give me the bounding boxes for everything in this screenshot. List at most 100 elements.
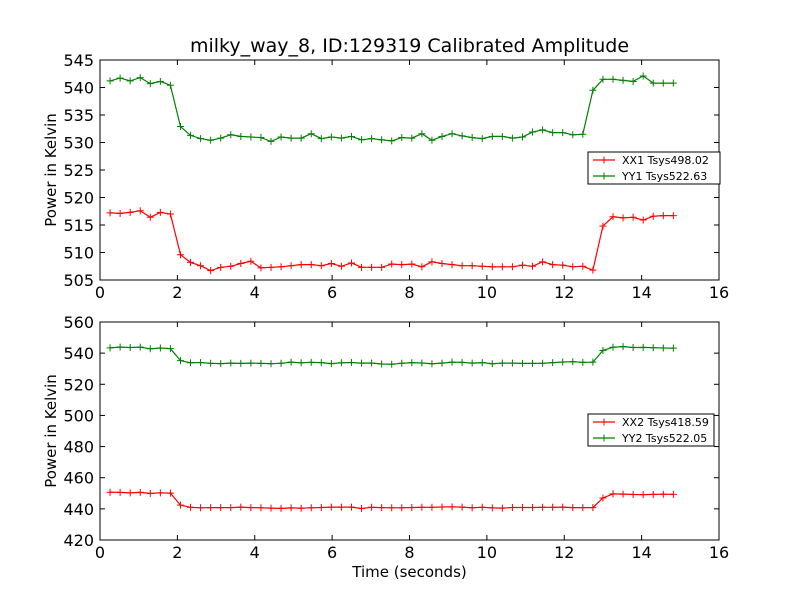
y-tick-label: 420	[63, 531, 94, 550]
x-tick-label: 6	[327, 543, 337, 562]
data-point	[609, 490, 617, 498]
data-point	[599, 222, 607, 230]
data-point	[529, 503, 537, 511]
data-point	[448, 358, 456, 366]
data-point	[307, 504, 315, 512]
legend-label: YY1 Tsys522.63	[621, 170, 707, 183]
x-tick-label: 14	[631, 283, 651, 302]
data-point	[287, 358, 295, 366]
data-point	[518, 133, 526, 141]
data-point	[237, 503, 245, 511]
data-point	[277, 133, 285, 141]
data-point	[659, 212, 667, 220]
legend: XX1 Tsys498.02 YY1 Tsys522.63	[587, 151, 721, 185]
data-point	[267, 263, 275, 271]
data-point	[408, 503, 416, 511]
data-point	[529, 262, 537, 270]
data-point	[418, 130, 426, 138]
data-point	[619, 490, 627, 498]
data-point	[408, 359, 416, 367]
data-point	[478, 359, 486, 367]
data-point	[498, 263, 506, 271]
data-point	[398, 504, 406, 512]
legend-label: YY2 Tsys522.05	[621, 432, 707, 445]
data-point	[358, 263, 366, 271]
data-point	[197, 262, 205, 270]
data-point	[488, 360, 496, 368]
data-point	[659, 79, 667, 87]
data-point	[508, 503, 516, 511]
y-tick-label: 515	[63, 216, 94, 235]
data-point	[166, 489, 174, 497]
data-point	[187, 503, 195, 511]
data-point	[649, 212, 657, 220]
data-point	[559, 129, 567, 137]
data-point	[156, 344, 164, 352]
x-tick-label: 0	[95, 543, 105, 562]
data-point	[116, 209, 124, 217]
data-point	[247, 257, 255, 265]
subplot-1: 0 2 4 6 8 10 12 14 16 505 510 515 520 525 530 535 540 545…	[42, 35, 729, 302]
chart-title: milky_way_8, ID:129319 Calibrated Amplit…	[190, 35, 629, 57]
data-point	[317, 262, 325, 270]
data-point	[428, 503, 436, 511]
data-point	[388, 504, 396, 512]
data-point	[529, 359, 537, 367]
data-point	[629, 344, 637, 352]
data-point	[106, 77, 114, 85]
series-2	[106, 343, 677, 368]
data-point	[337, 359, 345, 367]
series-2	[106, 72, 677, 145]
data-point	[388, 360, 396, 368]
data-point	[126, 489, 134, 497]
legend-swatch-marker	[600, 172, 608, 180]
x-tick-label: 8	[404, 283, 414, 302]
x-tick-label: 14	[631, 543, 651, 562]
y-tick-label: 560	[63, 313, 94, 332]
data-point	[559, 503, 567, 511]
data-point	[337, 503, 345, 511]
data-point	[297, 134, 305, 142]
data-point	[619, 343, 627, 351]
data-point	[488, 132, 496, 140]
y-tick-label: 525	[63, 161, 94, 180]
data-point	[176, 357, 184, 365]
x-tick-label: 0	[95, 283, 105, 302]
data-point	[277, 263, 285, 271]
data-point	[368, 503, 376, 511]
data-point	[126, 208, 134, 216]
data-point	[428, 360, 436, 368]
data-point	[358, 359, 366, 367]
data-point	[277, 504, 285, 512]
data-point	[277, 359, 285, 367]
data-point	[569, 131, 577, 139]
data-point	[146, 345, 154, 353]
data-point	[669, 344, 677, 352]
data-point	[368, 359, 376, 367]
data-point	[438, 359, 446, 367]
data-point	[518, 261, 526, 269]
data-point	[518, 503, 526, 511]
legend-box	[587, 413, 715, 447]
data-point	[307, 261, 315, 269]
data-point	[187, 258, 195, 266]
data-point	[599, 494, 607, 502]
data-point	[327, 260, 335, 267]
data-point	[549, 503, 557, 511]
data-point	[106, 344, 114, 352]
data-point	[297, 261, 305, 269]
y-tick-label: 505	[63, 271, 94, 290]
data-point	[529, 128, 537, 136]
data-point	[438, 503, 446, 511]
data-point	[347, 503, 355, 511]
data-point	[176, 501, 184, 509]
data-point	[458, 358, 466, 366]
data-point	[317, 135, 325, 143]
data-point	[398, 359, 406, 367]
data-point	[589, 266, 597, 274]
data-point	[458, 132, 466, 140]
x-tick-label: 10	[477, 543, 497, 562]
data-point	[589, 86, 597, 94]
